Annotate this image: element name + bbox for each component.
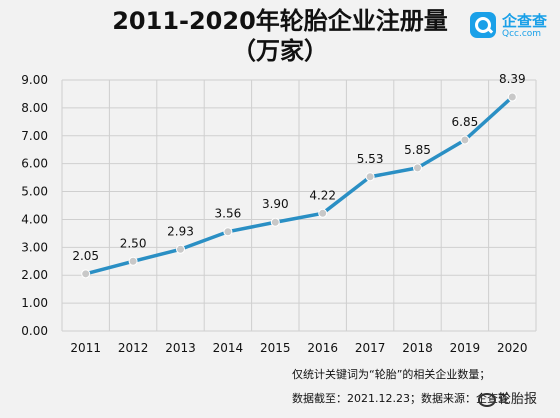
data-label: 6.85 [452,115,479,129]
x-tick-label: 2020 [497,341,528,355]
y-tick-label: 0.00 [21,324,48,338]
data-label: 8.39 [499,72,526,86]
logo-domain: Qcc.com [502,29,542,39]
footnote-source: 数据截至：2021.12.23；数据来源：企查查 [292,392,509,405]
chart-title-line1: 2011-2020年轮胎企业注册量 [112,7,448,35]
data-point [223,227,233,237]
qcc-logo: 企查查 Qcc.com [470,10,556,44]
data-point [270,217,280,227]
data-point [318,208,328,218]
series-line [83,95,515,276]
chart-title-line2: （万家） [232,37,328,65]
x-tick-label: 2018 [402,341,433,355]
logo-name: 企查查 [502,12,548,30]
y-tick-label: 1.00 [21,296,48,310]
x-tick-label: 2013 [165,341,196,355]
y-tick-label: 3.00 [21,240,48,254]
y-tick-label: 4.00 [21,212,48,226]
data-point [81,269,91,279]
y-tick-label: 5.00 [21,185,48,199]
data-label: 2.50 [120,236,147,250]
x-tick-label: 2019 [450,341,481,355]
data-point [176,244,185,254]
wechat-icon [478,392,496,407]
watermark: 轮胎报 [478,388,537,407]
data-point [413,163,422,173]
x-tick-label: 2016 [307,341,338,355]
y-tick-label: 7.00 [21,129,48,143]
data-label: 5.53 [357,152,384,166]
data-point [365,172,375,182]
data-label: 3.90 [262,197,289,211]
data-label: 3.56 [215,207,242,221]
x-tick-label: 2011 [70,341,101,355]
watermark-text: 轮胎报 [498,392,538,407]
x-tick-label: 2014 [213,341,244,355]
magnifier-icon [470,12,496,38]
y-tick-label: 8.00 [21,101,48,115]
x-tick-label: 2017 [355,341,386,355]
data-point [460,135,470,145]
data-label: 4.22 [309,188,336,202]
data-label: 2.05 [72,249,99,263]
x-tick-label: 2015 [260,341,291,355]
footnote-scope: 仅统计关键词为“轮胎”的相关企业数量； [292,368,491,381]
data-label: 5.85 [404,143,431,157]
y-tick-label: 2.00 [21,268,48,282]
data-label: 2.93 [167,224,194,238]
x-tick-label: 2012 [118,341,149,355]
y-tick-label: 9.00 [21,73,48,87]
data-point [128,256,138,266]
data-point [507,92,517,102]
y-tick-label: 6.00 [21,157,48,171]
